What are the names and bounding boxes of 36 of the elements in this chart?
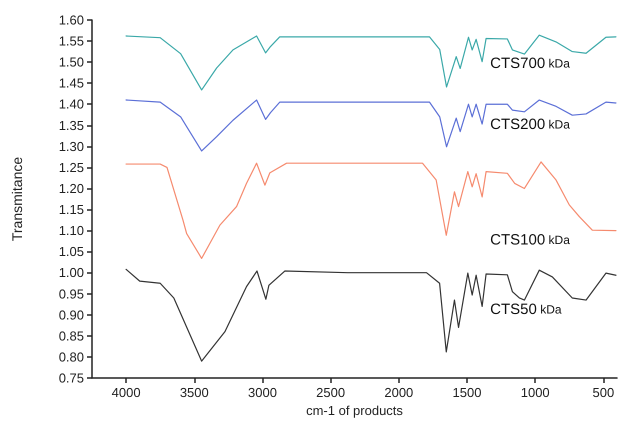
line-series (125, 161, 617, 259)
series-label: CTS700 kDa (490, 55, 570, 72)
y-tick-label: 1.20 (58, 180, 84, 196)
y-tick-label: 0.90 (58, 307, 84, 322)
y-tick-label: 1.10 (58, 223, 84, 238)
x-tick-label: 3000 (248, 385, 277, 400)
x-tick-label: 4000 (112, 385, 141, 400)
y-tick-label: 1.00 (58, 265, 84, 280)
line-series (125, 99, 617, 152)
series-label: CTS50 kDa (490, 301, 562, 318)
y-tick-label: 1.60 (58, 12, 84, 28)
x-tick-label: 3500 (180, 385, 209, 400)
y-tick-label: 1.30 (58, 138, 84, 154)
y-tick-label: 1.15 (58, 202, 84, 218)
y-tick-label: 1.25 (58, 160, 84, 175)
y-tick-label: 1.40 (58, 96, 84, 112)
x-tick-label: 2000 (384, 385, 414, 400)
x-tick-label: 500 (592, 385, 614, 400)
y-axis-title: Transmitance (9, 156, 25, 242)
x-tick-label: 1000 (520, 385, 550, 400)
x-tick-label: 1500 (452, 385, 482, 400)
x-axis-title: cm-1 of products (306, 402, 404, 418)
y-tick-label: 0.80 (58, 349, 84, 364)
series-label: CTS200 kDa (490, 116, 570, 134)
y-tick-label: 0.95 (58, 286, 84, 302)
y-tick-label: 1.45 (58, 76, 84, 91)
x-tick-label: 2500 (316, 385, 346, 400)
y-tick-label: 1.35 (58, 118, 84, 133)
y-tick-label: 0.85 (58, 328, 84, 344)
line-series (125, 34, 617, 91)
y-tick-label: 0.75 (58, 370, 84, 386)
y-tick-label: 1.05 (58, 244, 84, 260)
line-series (125, 268, 617, 362)
series-label: CTS100 kDa (490, 232, 570, 249)
y-tick-label: 1.50 (58, 54, 84, 70)
y-tick-label: 1.55 (58, 34, 84, 49)
